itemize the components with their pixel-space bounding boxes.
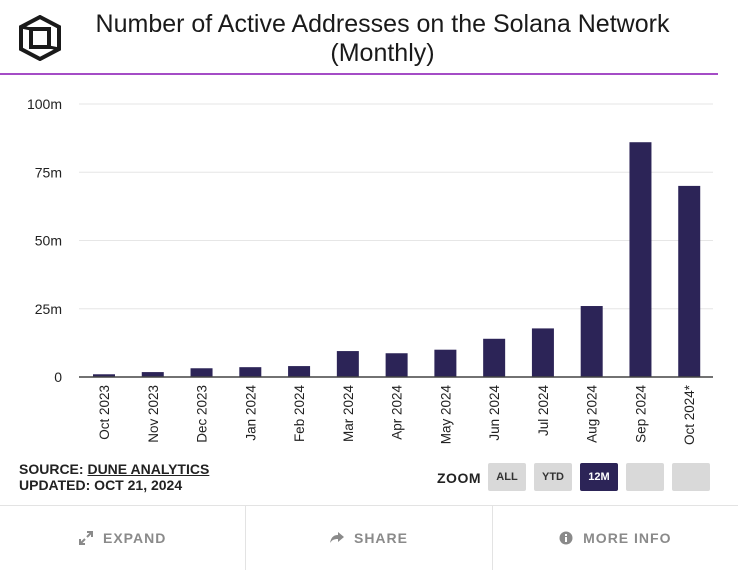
- bar: [629, 142, 652, 377]
- updated-date: UPDATED: OCT 21, 2024: [19, 477, 183, 493]
- expand-label: EXPAND: [103, 530, 167, 546]
- zoom-blank-button-1[interactable]: [626, 463, 664, 491]
- y-tick-label: 75m: [35, 164, 62, 180]
- x-tick-label: Aug 2024: [585, 385, 600, 443]
- y-tick-label: 0: [54, 369, 62, 385]
- zoom-label: ZOOM: [437, 470, 481, 486]
- x-tick-label: May 2024: [438, 385, 453, 445]
- bar: [385, 353, 408, 377]
- zoom-12m-button[interactable]: 12M: [580, 463, 618, 491]
- more-info-button[interactable]: MORE INFO: [493, 506, 738, 570]
- source-link[interactable]: DUNE ANALYTICS: [87, 461, 210, 477]
- bar: [336, 351, 359, 377]
- bar-chart: 0 25m 50m 75m 100m Oct 2023 Nov 2023 Dec 2023 Ja…: [27, 96, 713, 445]
- bar: [141, 372, 164, 377]
- chart-title-line1: Number of Active Addresses on the Solana…: [95, 10, 670, 38]
- bar: [580, 306, 603, 377]
- cube-logo-icon: [19, 15, 61, 61]
- bar: [531, 328, 554, 377]
- y-tick-label: 50m: [35, 233, 62, 249]
- zoom-ytd-button[interactable]: YTD: [534, 463, 572, 491]
- share-button[interactable]: SHARE: [246, 506, 493, 570]
- info-icon: [559, 531, 573, 545]
- x-tick-label: Dec 2023: [195, 385, 210, 443]
- x-tick-label: Jul 2024: [536, 385, 551, 437]
- x-tick-label: Feb 2024: [292, 385, 307, 443]
- bar: [190, 368, 213, 377]
- y-tick-label: 25m: [35, 301, 62, 317]
- bar: [678, 185, 701, 377]
- x-tick-label: Jan 2024: [243, 385, 258, 441]
- expand-icon: [79, 531, 93, 545]
- more-info-label: MORE INFO: [583, 530, 672, 546]
- bar: [288, 366, 311, 377]
- x-tick-label: Oct 2024*: [682, 384, 697, 445]
- chart-header: Number of Active Addresses on the Solana…: [0, 0, 738, 75]
- bar: [434, 349, 457, 377]
- x-tick-label: Oct 2023: [97, 385, 112, 440]
- bar: [93, 374, 115, 377]
- source-prefix: SOURCE:: [19, 461, 88, 477]
- bar: [483, 338, 506, 377]
- share-label: SHARE: [353, 530, 408, 546]
- expand-button[interactable]: EXPAND: [0, 506, 247, 570]
- footer-toolbar: EXPAND SHARE MORE INFO: [0, 505, 738, 570]
- y-tick-label: 100m: [27, 96, 62, 112]
- zoom-all-button[interactable]: ALL: [488, 463, 526, 491]
- x-tick-label: Apr 2024: [390, 385, 405, 440]
- x-tick-label: Nov 2023: [146, 385, 161, 443]
- share-arrow-icon: [329, 532, 344, 543]
- title-divider: [0, 73, 718, 75]
- x-tick-label: Jun 2024: [487, 385, 502, 441]
- chart-title: Number of Active Addresses on the Solana…: [70, 10, 695, 68]
- x-tick-label: Mar 2024: [341, 385, 356, 443]
- bar: [239, 367, 262, 377]
- x-tick-label: Sep 2024: [633, 385, 648, 443]
- chart-title-line2: (Monthly): [330, 39, 435, 67]
- source-info: SOURCE: DUNE ANALYTICS UPDATED: OCT 21, …: [19, 461, 209, 493]
- zoom-blank-button-2[interactable]: [672, 463, 710, 491]
